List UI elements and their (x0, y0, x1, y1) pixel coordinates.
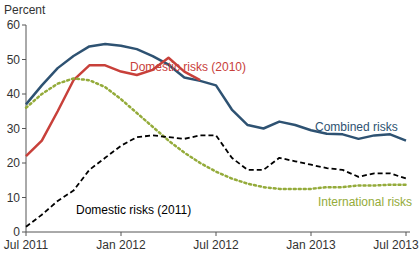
y-tick-label: 20 (7, 156, 21, 170)
y-tick (22, 163, 26, 164)
series-label: Domestic risks (2011) (76, 203, 191, 217)
series-label: Combined risks (315, 120, 398, 134)
x-tick-label: Jul 2013 (373, 238, 419, 252)
y-tick-label: 10 (7, 191, 21, 205)
series-label: Domestic risks (2010) (130, 60, 246, 74)
x-tick-label: Jan 2013 (286, 238, 336, 252)
y-tick (22, 59, 26, 60)
x-tick-label: Jan 2012 (96, 238, 146, 252)
y-tick-label: 0 (13, 225, 20, 239)
x-tick (406, 232, 407, 236)
x-tick (26, 232, 27, 236)
series-line (26, 44, 406, 141)
x-tick-label: Jul 2011 (4, 238, 49, 252)
y-tick (22, 232, 26, 233)
chart-svg: Percent 0 10 20 30 40 50 60 Jul 2011 Jan 2012 Jul … (0, 0, 420, 280)
series-label: International risks (318, 195, 412, 209)
y-tick (22, 128, 26, 129)
y-tick-label: 50 (7, 53, 21, 67)
y-tick-label: 40 (7, 87, 21, 101)
chart-container: Percent 0 10 20 30 40 50 60 Jul 2011 Jan 2012 Jul … (0, 0, 420, 280)
y-tick (22, 94, 26, 95)
series-line (26, 135, 406, 226)
y-tick-label: 60 (7, 18, 21, 32)
y-axis-label: Percent (4, 3, 46, 17)
y-tick (22, 25, 26, 26)
y-tick-label: 30 (7, 122, 21, 136)
x-tick (311, 232, 312, 236)
y-tick (22, 197, 26, 198)
x-tick-label: Jul 2012 (193, 238, 239, 252)
x-tick (216, 232, 217, 236)
x-tick (121, 232, 122, 236)
x-axis-line (26, 232, 410, 233)
